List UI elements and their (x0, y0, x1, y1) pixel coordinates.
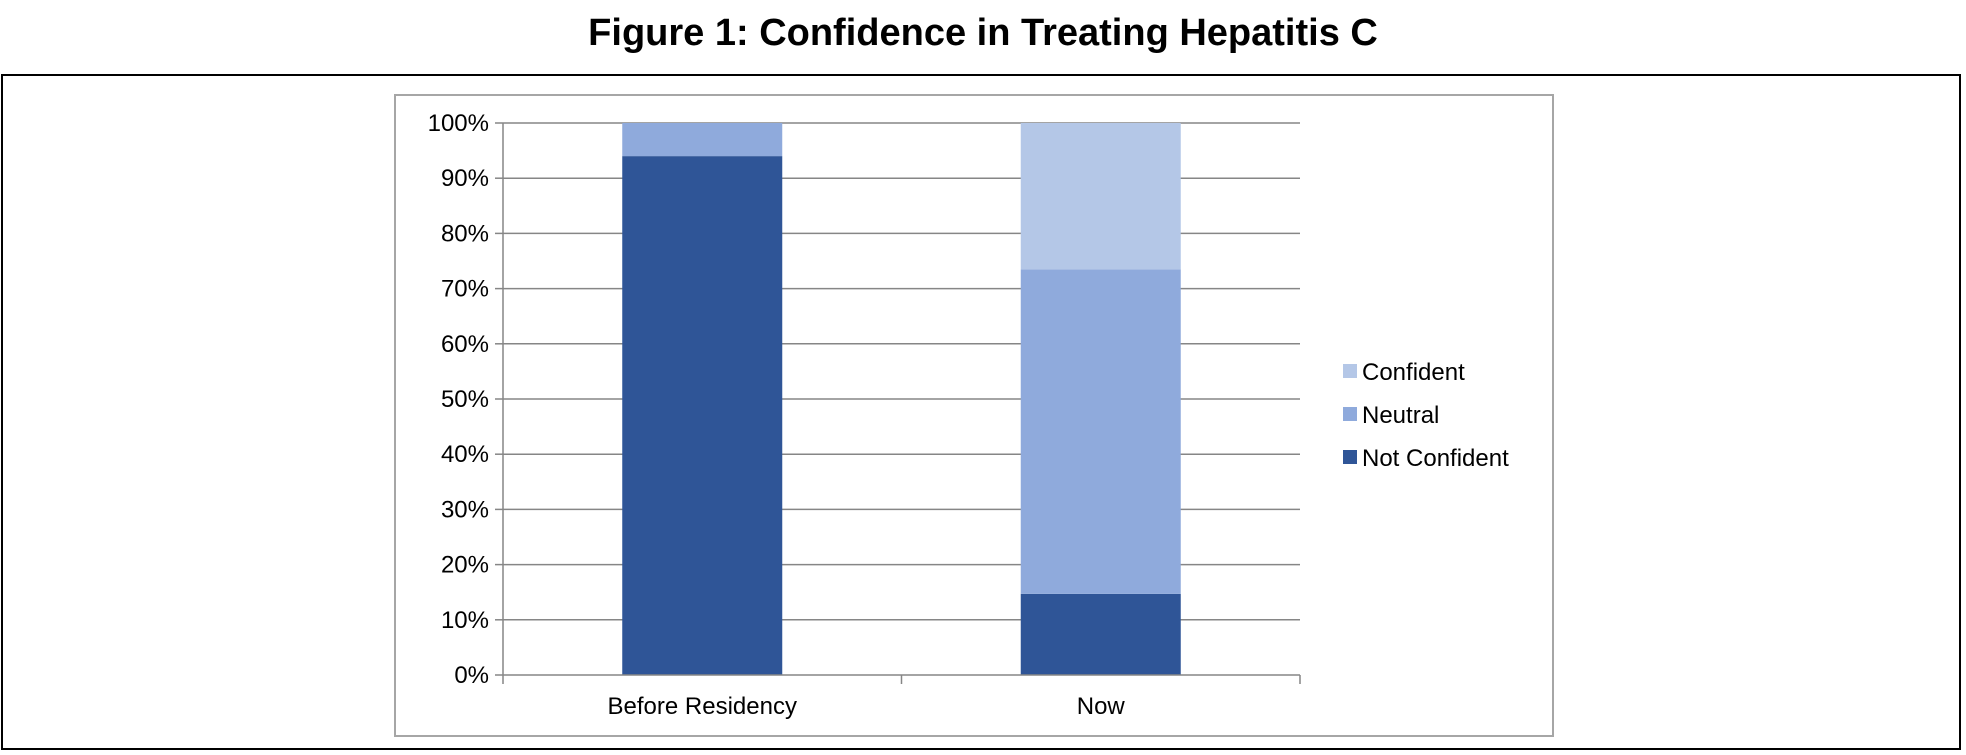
legend-label: Neutral (1362, 402, 1439, 429)
x-axis-ticks: Before Residency Now (502, 675, 1301, 720)
plot-area-frame (394, 94, 1554, 737)
legend-swatch (1343, 364, 1357, 378)
y-tick-label: 50% (441, 386, 489, 413)
y-tick-label: 10% (441, 607, 489, 634)
legend-label: Not Confident (1362, 445, 1509, 472)
y-axis-ticks: 0% 10% 20% 30% 40% 50% 60% 70% 80% 90% 100% (428, 110, 503, 689)
y-tick-label: 70% (441, 276, 489, 303)
legend-swatch (1343, 407, 1357, 421)
bar-stacks (622, 123, 1181, 675)
bar-segment (1020, 123, 1181, 270)
bar-segment (622, 156, 783, 675)
y-tick-label: 30% (441, 496, 489, 523)
figure-frame (1, 74, 1961, 750)
x-tick-label: Before Residency (608, 693, 797, 720)
y-tick-label: 40% (441, 441, 489, 468)
x-tick-label: Now (1077, 693, 1126, 720)
bar-segment (1020, 593, 1181, 675)
legend: Confident Neutral Not Confident (1343, 359, 1509, 472)
legend-swatch (1343, 450, 1357, 464)
figure-title: Figure 1: Confidence in Treating Hepatit… (588, 12, 1378, 54)
y-tick-label: 90% (441, 165, 489, 192)
y-tick-label: 20% (441, 552, 489, 579)
y-tick-label: 100% (428, 110, 489, 137)
y-tick-label: 60% (441, 331, 489, 358)
y-tick-label: 0% (454, 662, 489, 689)
bar-segment (1020, 269, 1181, 594)
bar-segment (622, 123, 783, 157)
y-tick-label: 80% (441, 220, 489, 247)
legend-label: Confident (1362, 359, 1465, 386)
